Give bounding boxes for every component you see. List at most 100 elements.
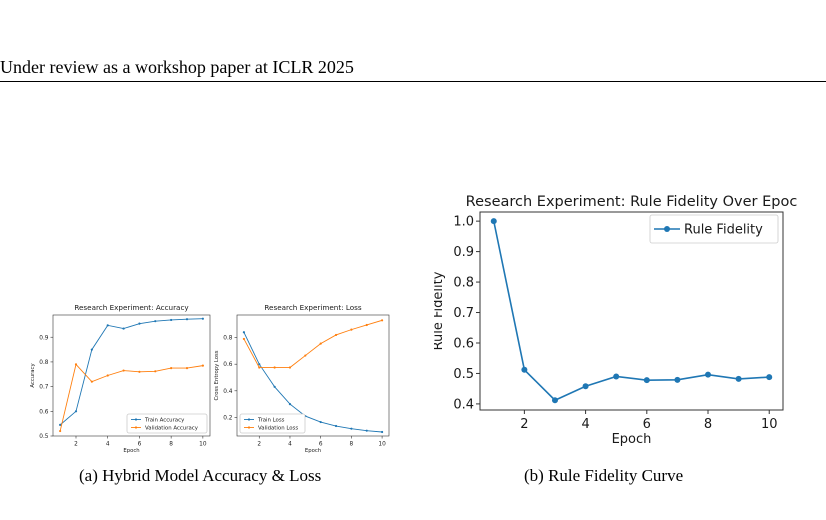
y-axis-label: Accuracy (30, 363, 36, 387)
header-rule (0, 81, 826, 82)
data-point (319, 342, 322, 345)
data-point (705, 371, 712, 378)
y-tick-label: 0.9 (39, 335, 49, 341)
data-point (319, 420, 322, 424)
data-point (643, 377, 650, 384)
data-point (122, 369, 125, 372)
legend-box (126, 413, 208, 434)
legend-label: Train Loss (257, 417, 285, 423)
legend-marker (134, 426, 138, 429)
data-point (201, 317, 204, 320)
x-tick-label: 2 (257, 441, 261, 447)
y-tick-label: 0.5 (453, 367, 474, 382)
y-tick-label: 0.6 (39, 409, 49, 415)
y-tick-label: 0.7 (453, 306, 474, 321)
legend-label: Validation Accuracy (145, 425, 199, 431)
y-axis-label: Cross Entropy Loss (214, 350, 220, 400)
data-point (122, 327, 125, 330)
data-point (551, 397, 558, 404)
x-tick-label: 4 (581, 417, 589, 432)
data-point (138, 370, 141, 373)
x-tick-label: 10 (761, 417, 778, 432)
data-point (735, 375, 742, 382)
y-tick-label: 0.9 (453, 245, 474, 260)
data-point (273, 366, 276, 369)
x-tick-label: 6 (319, 441, 323, 447)
chart-title: Research Experiment: Loss (264, 303, 362, 312)
data-point (380, 319, 384, 322)
data-point (154, 370, 157, 373)
loss-chart: Research Experiment: Loss 2 4 6 8 10 0.2 0.4 0.6… (214, 303, 390, 454)
data-point (242, 337, 246, 341)
legend-marker (134, 418, 138, 421)
series-line-0 (59, 318, 203, 426)
y-tick-label: 0.2 (223, 415, 233, 421)
plot-frame (236, 314, 390, 437)
x-tick-label: 6 (138, 441, 142, 447)
data-point (201, 364, 204, 367)
y-tick-label: 0.8 (223, 336, 233, 342)
data-point (170, 366, 173, 370)
data-point (288, 402, 292, 406)
y-tick-label: 0.8 (453, 276, 474, 291)
rule-fidelity-chart: Research Experiment: Rule Fidelity Over … (434, 194, 798, 447)
data-point (582, 383, 589, 390)
legend-label: Train Accuracy (144, 417, 185, 423)
legend-box (239, 413, 306, 434)
y-tick-label: 0.7 (39, 385, 49, 391)
x-axis-label: Epoch (123, 448, 139, 454)
data-point (380, 430, 384, 434)
data-point (106, 324, 109, 327)
x-tick-label: 10 (378, 441, 386, 447)
data-point (170, 318, 173, 322)
legend-marker (664, 226, 670, 232)
chart-title: Research Experiment: Rule Fidelity Over … (466, 194, 798, 210)
x-tick-label: 8 (350, 441, 354, 447)
y-tick-label: 0.6 (223, 362, 233, 368)
data-point (490, 218, 497, 225)
data-point (59, 423, 62, 426)
data-point (334, 424, 338, 428)
accuracy-chart: Research Experiment: Accuracy 2 4 6 8 10 0.5 0.… (30, 303, 211, 454)
data-point (59, 429, 62, 433)
y-axis-label: Rule Fidelity (434, 271, 446, 350)
data-point (304, 354, 307, 357)
data-point (185, 366, 189, 370)
x-axis-label: Epoch (612, 432, 652, 447)
x-tick-label: 8 (169, 441, 173, 447)
y-tick-label: 0.4 (453, 397, 474, 412)
caption-b: (b) Rule Fidelity Curve (524, 466, 684, 485)
series-line-1 (59, 363, 203, 432)
plot-frame (479, 211, 784, 411)
data-point (185, 318, 189, 321)
legend-label: Validation Loss (258, 425, 298, 431)
y-tick-label: 0.5 (39, 434, 49, 440)
data-point (258, 363, 261, 366)
data-point (613, 373, 620, 380)
data-point (350, 427, 353, 430)
legend-marker (247, 418, 251, 421)
y-tick-label: 0.8 (39, 360, 49, 366)
data-point (74, 410, 78, 413)
data-point (90, 380, 93, 383)
x-tick-label: 4 (288, 441, 292, 447)
chart-title: Research Experiment: Accuracy (74, 303, 189, 312)
series-line-0 (492, 220, 770, 402)
caption-a: (a) Hybrid Model Accuracy & Loss (79, 466, 322, 485)
data-point (365, 323, 368, 327)
data-point (138, 322, 141, 325)
data-point (521, 366, 528, 373)
running-header: Under review as a workshop paper at ICLR… (0, 57, 354, 77)
series-line-1 (243, 319, 383, 368)
x-tick-label: 10 (199, 441, 207, 447)
data-point (106, 374, 109, 377)
data-point (350, 328, 353, 331)
plot-frame (52, 314, 211, 437)
data-point (766, 374, 773, 381)
data-point (334, 333, 338, 337)
x-tick-label: 8 (704, 417, 712, 432)
data-point (273, 385, 276, 388)
y-tick-label: 0.4 (223, 389, 233, 395)
legend-label: Rule Fidelity (684, 223, 763, 238)
x-tick-label: 2 (520, 417, 528, 432)
